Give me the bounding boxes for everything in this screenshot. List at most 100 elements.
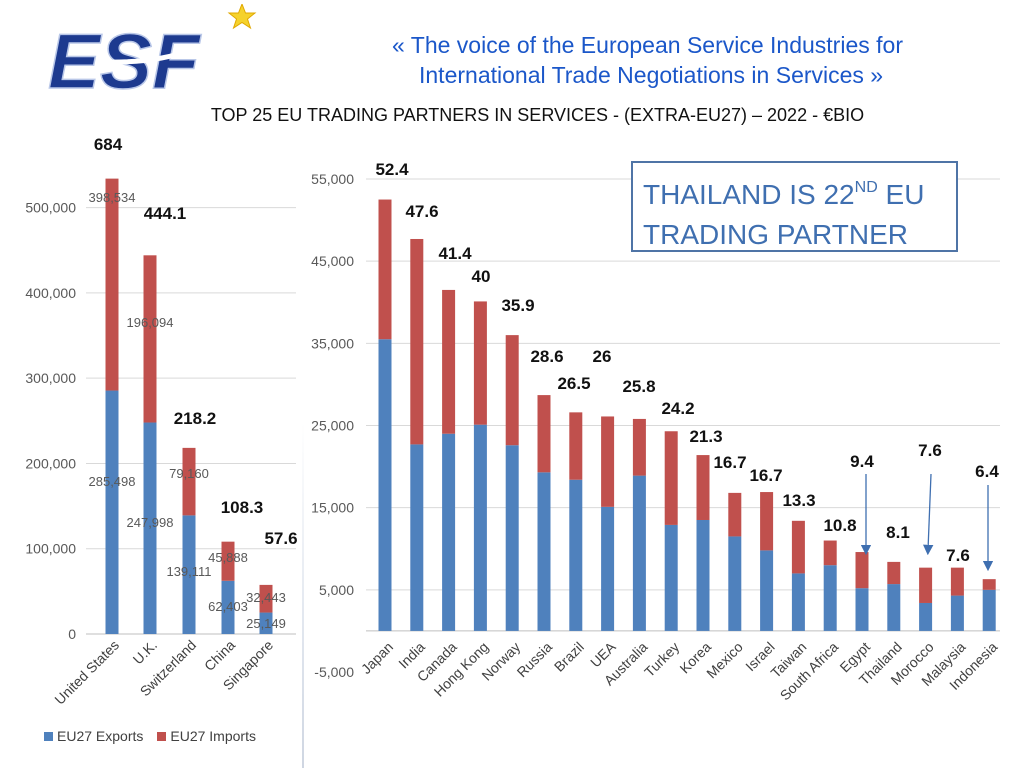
left-chart: 0 100,000 200,000 300,000 400,000 500,000 Unit… bbox=[25, 135, 297, 708]
bar-imports-united-states bbox=[105, 178, 119, 391]
imports-value-label-singapore: 32,443 bbox=[246, 590, 286, 605]
y-tick-label: 400,000 bbox=[25, 285, 76, 301]
bar-exports-mexico bbox=[728, 536, 742, 631]
bar-exports-uea bbox=[601, 506, 615, 631]
bar-imports-south-africa bbox=[823, 540, 837, 566]
total-label-india: 47.6 bbox=[405, 202, 438, 221]
total-label-switzerland: 218.2 bbox=[174, 409, 217, 428]
y-tick-label: 5,000 bbox=[319, 582, 354, 598]
legend-item-imports: EU27 Imports bbox=[157, 728, 256, 744]
bar-exports-japan bbox=[378, 339, 392, 631]
x-tick-label-turkey: Turkey bbox=[641, 639, 682, 680]
left-chart-panel: 0 100,000 200,000 300,000 400,000 500,000 Unit… bbox=[0, 128, 302, 768]
bar-exports-switzerland bbox=[182, 515, 196, 634]
bar-imports-thailand bbox=[887, 561, 901, 585]
bar-imports-russia bbox=[537, 395, 551, 473]
legend-label-imports: EU27 Imports bbox=[170, 728, 256, 744]
x-tick-label-united-states: United States bbox=[51, 637, 122, 708]
bar-exports-indonesia bbox=[982, 589, 996, 631]
total-label-korea: 21.3 bbox=[689, 427, 722, 446]
bar-exports-hong-kong bbox=[473, 424, 487, 631]
esf-logo: ESF bbox=[47, 4, 257, 94]
logo-star-icon bbox=[227, 4, 257, 30]
bar-exports-singapore bbox=[259, 612, 273, 634]
annotation-arrow-morocco bbox=[923, 473, 934, 556]
callout-superscript: ND bbox=[854, 179, 878, 196]
bar-imports-uea bbox=[601, 416, 615, 507]
total-label-morocco: 7.6 bbox=[918, 441, 942, 460]
exports-value-label-u-k: 247,998 bbox=[127, 515, 174, 530]
legend-label-exports: EU27 Exports bbox=[57, 728, 144, 744]
total-label-turkey: 24.2 bbox=[661, 399, 694, 418]
y-tick-label: 35,000 bbox=[311, 335, 354, 351]
bar-imports-china bbox=[221, 541, 235, 581]
bar-exports-taiwan bbox=[791, 573, 805, 631]
bar-exports-australia bbox=[632, 475, 646, 631]
bar-imports-japan bbox=[378, 199, 392, 340]
bar-exports-u-k bbox=[143, 422, 157, 634]
thailand-callout: THAILAND IS 22ND EU TRADING PARTNER bbox=[631, 161, 958, 252]
total-label-china: 108.3 bbox=[221, 498, 264, 517]
y-tick-label: 15,000 bbox=[311, 500, 354, 516]
total-label-japan: 52.4 bbox=[375, 160, 409, 179]
total-label-australia: 25.8 bbox=[622, 377, 655, 396]
logo-swoosh bbox=[105, 17, 243, 65]
y-tick-label: 55,000 bbox=[311, 171, 354, 187]
bar-imports-hong-kong bbox=[473, 301, 487, 425]
bar-exports-canada bbox=[442, 433, 456, 631]
bar-exports-india bbox=[410, 444, 424, 631]
total-label-malaysia: 7.6 bbox=[946, 546, 970, 565]
callout-line-2: TRADING PARTNER bbox=[643, 219, 908, 250]
bar-imports-israel bbox=[760, 492, 774, 551]
bar-exports-south-africa bbox=[823, 565, 837, 631]
bar-imports-switzerland bbox=[182, 447, 196, 516]
bar-exports-russia bbox=[537, 472, 551, 631]
legend-swatch-imports bbox=[157, 731, 167, 741]
y-tick-label: 300,000 bbox=[25, 370, 76, 386]
bar-imports-mexico bbox=[728, 492, 742, 537]
legend-swatch-exports bbox=[44, 731, 53, 741]
bar-imports-india bbox=[410, 238, 424, 445]
bar-exports-norway bbox=[505, 445, 519, 631]
bar-exports-korea bbox=[696, 519, 710, 631]
bar-imports-malaysia bbox=[950, 567, 964, 596]
total-label-united-states: 684 bbox=[94, 135, 123, 154]
total-label-uea: 26 bbox=[593, 347, 612, 366]
legend: EU27 Exports EU27 Imports bbox=[44, 728, 256, 744]
exports-value-label-united-states: 285,498 bbox=[89, 474, 136, 489]
total-label-hong-kong: 40 bbox=[472, 267, 491, 286]
bar-exports-morocco bbox=[919, 602, 933, 631]
callout-text-end: EU bbox=[877, 179, 925, 210]
total-label-taiwan: 13.3 bbox=[782, 491, 815, 510]
y-tick-label: 200,000 bbox=[25, 455, 76, 471]
tagline-line-2: International Trade Negotiations in Serv… bbox=[419, 62, 884, 88]
total-label-south-africa: 10.8 bbox=[823, 516, 856, 535]
exports-value-label-china: 62,403 bbox=[208, 599, 248, 614]
bar-exports-egypt bbox=[855, 588, 869, 631]
total-label-brazil: 26.5 bbox=[557, 374, 590, 393]
y-tick-label: 100,000 bbox=[25, 541, 76, 557]
imports-value-label-u-k: 196,094 bbox=[127, 315, 174, 330]
total-label-thailand: 8.1 bbox=[886, 523, 910, 542]
bar-exports-brazil bbox=[569, 479, 583, 631]
bar-exports-israel bbox=[760, 550, 774, 631]
bar-exports-turkey bbox=[664, 524, 678, 631]
total-label-israel: 16.7 bbox=[749, 466, 782, 485]
imports-value-label-united-states: 398,534 bbox=[89, 190, 136, 205]
total-label-singapore: 57.6 bbox=[264, 529, 297, 548]
total-label-mexico: 16.7 bbox=[713, 453, 746, 472]
x-tick-label-mexico: Mexico bbox=[703, 639, 746, 682]
bar-exports-malaysia bbox=[950, 595, 964, 631]
x-tick-label-japan: Japan bbox=[358, 639, 396, 677]
total-label-u-k: 444.1 bbox=[144, 204, 187, 223]
callout-text: THAILAND IS 22 bbox=[643, 179, 855, 210]
total-label-indonesia: 6.4 bbox=[975, 462, 999, 481]
bar-exports-thailand bbox=[887, 584, 901, 631]
bar-imports-indonesia bbox=[982, 579, 996, 590]
y-tick-label: 500,000 bbox=[25, 200, 76, 216]
bar-imports-korea bbox=[696, 455, 710, 520]
legend-item-exports: EU27 Exports bbox=[44, 728, 143, 744]
y-tick-label: 0 bbox=[68, 626, 76, 642]
bar-imports-turkey bbox=[664, 431, 678, 525]
imports-value-label-china: 45,888 bbox=[208, 550, 248, 565]
